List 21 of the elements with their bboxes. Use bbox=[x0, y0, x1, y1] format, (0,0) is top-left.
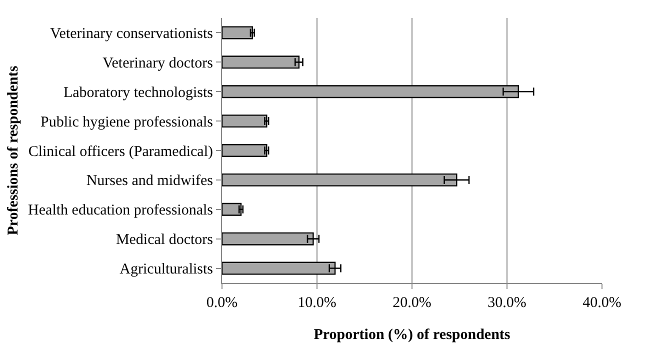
x-tick-label: 20.0% bbox=[392, 295, 432, 311]
y-tick-label: Public hygiene professionals bbox=[40, 114, 214, 130]
bar bbox=[222, 202, 242, 216]
y-tick-label: Clinical officers (Paramedical) bbox=[28, 144, 213, 160]
bar bbox=[222, 144, 268, 157]
y-tick-label: Health education professionals bbox=[28, 202, 214, 219]
y-tick-label: Veterinary conservationists bbox=[50, 26, 214, 42]
y-tick-label: Medical doctors bbox=[116, 232, 214, 248]
y-tick-label: Veterinary doctors bbox=[102, 55, 214, 72]
y-tick-label: Agriculturalists bbox=[120, 262, 214, 278]
bar bbox=[222, 114, 268, 128]
y-axis-title: Professions of respondents bbox=[5, 66, 22, 236]
x-axis-title: Proportion (%) of respondents bbox=[314, 327, 510, 343]
x-tick-label: 30.0% bbox=[488, 295, 526, 311]
bar bbox=[222, 26, 253, 40]
y-tick-label: Laboratory technologists bbox=[63, 84, 214, 101]
x-tick-label: 40.0% bbox=[582, 295, 622, 311]
x-tick-label: 0.0% bbox=[206, 295, 238, 311]
bar bbox=[222, 56, 300, 69]
y-tick-label: Nurses and midwifes bbox=[86, 173, 214, 190]
x-tick-label: 10.0% bbox=[298, 295, 336, 311]
